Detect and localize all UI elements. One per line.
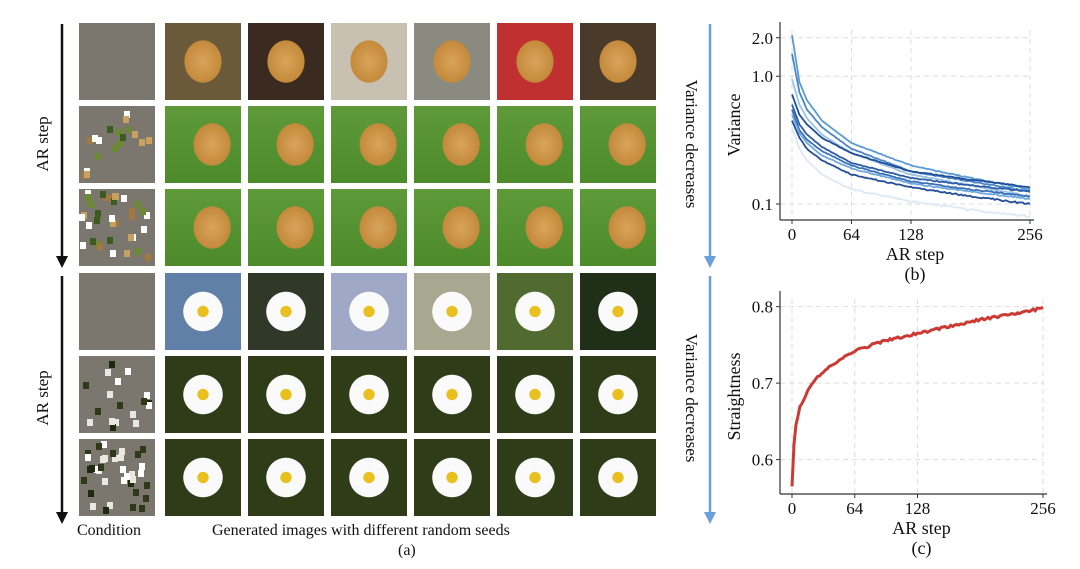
dog-generated-image [580,106,656,183]
x-tick-label: 256 [1017,225,1043,244]
x-tick-label: 64 [846,499,864,518]
variance-decreases-bottom: Variance decreases [681,313,701,483]
daisy-generated-image [248,356,324,433]
chart-caption: (c) [912,538,932,559]
daisy-generated-image [248,439,324,516]
daisy-generated-image [331,273,407,350]
x-tick-label: 128 [905,499,931,518]
x-axis-label: AR step [886,244,945,264]
daisy-generated-image [497,273,573,350]
daisy-generated-image [580,273,656,350]
ar-step-label-top: AR step [33,109,53,179]
y-tick-label: 0.6 [752,451,773,470]
x-tick-label: 128 [898,225,924,244]
dog-generated-image [331,23,407,100]
daisy-generated-image [331,356,407,433]
dog-generated-image [414,189,490,266]
dog-generated-image [580,23,656,100]
dog-generated-image [497,106,573,183]
y-tick-label: 0.8 [752,298,773,317]
dog-generated-image [248,189,324,266]
daisy-generated-image [580,439,656,516]
dog-generated-image [497,23,573,100]
dog-generated-image [248,106,324,183]
daisy-generated-image [414,356,490,433]
dog-generated-image [331,189,407,266]
condition-label: Condition [77,522,141,540]
y-tick-label: 1.0 [752,67,773,86]
dog-generated-image [497,189,573,266]
straightness-chart: 0 64 128 256 0.8 0.7 0.6 AR step(c) Straightness [720,285,1080,569]
figure: AR step AR step Variance decreases Varia… [0,0,1080,569]
daisy-generated-image [497,439,573,516]
dog-generated-image [331,106,407,183]
generated-label: Generated images with different random s… [212,522,510,540]
ar-step-label-bottom: AR step [33,363,53,433]
daisy-generated-image [414,439,490,516]
daisy-generated-image [414,273,490,350]
daisy-generated-image [331,439,407,516]
y-tick-label: 0.7 [752,374,774,393]
dog-generated-image [165,189,241,266]
chart-caption: (b) [905,264,926,285]
condition-image [79,356,155,433]
dog-generated-image [580,189,656,266]
ar-step-arrows [52,20,72,530]
variance-arrows [700,20,720,530]
dog-generated-image [414,23,490,100]
dog-generated-image [248,23,324,100]
daisy-generated-image [165,273,241,350]
dog-generated-image [165,106,241,183]
condition-image [79,273,155,350]
daisy-generated-image [580,356,656,433]
x-tick-label: 64 [843,225,861,244]
x-tick-label: 0 [788,499,797,518]
x-axis-label: AR step [892,518,951,538]
y-axis-label: Variance [724,94,744,157]
x-tick-label: 256 [1030,499,1056,518]
y-tick-label: 0.1 [752,195,773,214]
dog-generated-image [165,23,241,100]
condition-image [79,439,155,516]
condition-image [79,189,155,266]
condition-image [79,106,155,183]
y-axis-label: Straightness [724,353,744,441]
caption-a: (a) [398,542,416,560]
daisy-generated-image [165,356,241,433]
y-tick-label: 2.0 [752,29,773,48]
variance-decreases-top: Variance decreases [681,59,701,229]
dog-generated-image [414,106,490,183]
condition-image [79,23,155,100]
x-tick-label: 0 [788,225,797,244]
variance-chart: 0 64 128 256 2.0 1.0 0.1 AR step(b) Variance [720,0,1080,290]
daisy-generated-image [497,356,573,433]
daisy-generated-image [248,273,324,350]
daisy-generated-image [165,439,241,516]
